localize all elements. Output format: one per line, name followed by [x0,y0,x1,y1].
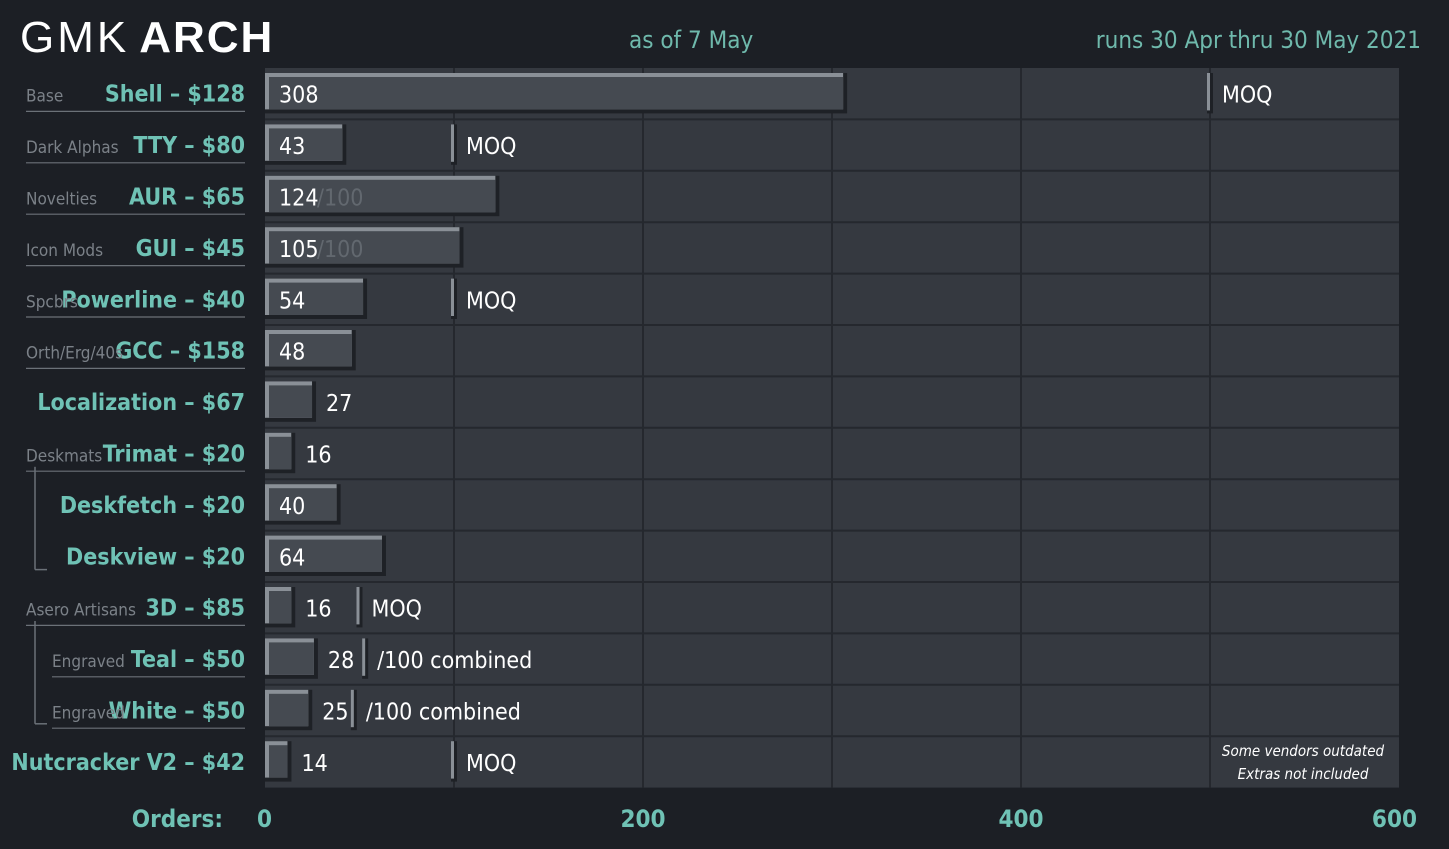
row-label: Powerline – $40 [61,287,245,313]
status-date: as of 7 May [629,26,754,54]
bar [269,436,292,470]
note-text: Some vendors outdated [1222,742,1385,760]
value-label: 14 [301,751,327,777]
moq-marker [356,587,360,625]
row-label: GUI – $45 [136,236,245,262]
moq-label: MOQ [372,597,422,623]
bar [269,179,496,213]
target-label: /100 [317,186,363,212]
row-label: Teal – $50 [131,647,245,673]
row-label: Trimat – $20 [103,442,245,468]
value-label: 105 [279,237,319,263]
category-label: Spcbrs [26,292,78,312]
x-tick-label: 400 [998,805,1043,833]
moq-label: MOQ [1222,83,1272,109]
moq-label: MOQ [466,751,516,777]
run-dates: runs 30 Apr thru 30 May 2021 [1095,26,1421,54]
value-label: 54 [279,288,305,314]
category-label: Novelties [26,190,97,210]
moq-label: MOQ [466,134,516,160]
moq-label: /100 combined [377,648,532,674]
value-label: 40 [279,494,305,520]
note-text: Extras not included [1238,765,1369,783]
bar [269,282,364,315]
value-label: 16 [305,597,331,623]
bar [269,334,352,367]
row-label: GCC – $158 [115,339,245,365]
moq-label: MOQ [466,288,516,314]
row-label: AUR – $65 [129,185,245,211]
value-label: 25 [322,700,348,726]
logo-gmk: GMK [20,13,130,62]
bar [269,488,337,521]
category-label: Deskmats [26,447,102,467]
value-label: 64 [279,545,305,571]
value-label: 308 [279,83,319,109]
bar [269,591,292,624]
moq-label: /100 combined [366,700,521,726]
row-label: 3D – $85 [145,596,245,622]
moq-marker [350,689,354,728]
row-label: Nutcracker V2 – $42 [11,750,245,776]
value-label: 48 [279,340,305,366]
bar [269,642,314,675]
bar [269,693,309,727]
category-label: Dark Alphas [26,138,119,158]
bar [269,128,343,161]
value-label: 28 [328,648,354,674]
category-label: Engraved [52,652,125,672]
row-label: TTY – $80 [133,133,245,159]
x-axis-title: Orders: [132,805,223,833]
moq-marker [1207,73,1210,111]
row-label: Localization – $67 [37,390,245,416]
value-label: 16 [305,443,331,469]
x-tick-label: 200 [620,805,665,833]
bar [269,231,460,264]
category-label: Base [26,87,63,107]
bar [269,77,844,110]
target-label: /100 [317,237,363,263]
bar [269,385,313,418]
bar [269,539,382,572]
moq-marker [362,638,366,676]
moq-marker [451,741,454,779]
category-label: Icon Mods [26,241,103,261]
value-label: 43 [279,134,305,160]
row-label: White – $50 [108,699,245,725]
bar [269,745,288,778]
row-label: Deskview – $20 [66,544,245,570]
logo: GMK ARCH [20,13,275,62]
moq-marker [451,278,454,316]
x-tick-label: 0 [257,805,272,833]
x-tick-label: 600 [1372,805,1417,833]
row-label: Deskfetch – $20 [60,493,245,519]
value-label: 124 [279,186,319,212]
category-label: Orth/Erg/40s [26,344,123,364]
moq-marker [451,124,454,162]
category-label: Engraved [52,704,125,724]
value-label: 27 [326,391,352,417]
logo-arch: ARCH [139,13,275,62]
row-label: Shell – $128 [105,82,245,108]
category-label: Asero Artisans [26,601,136,621]
